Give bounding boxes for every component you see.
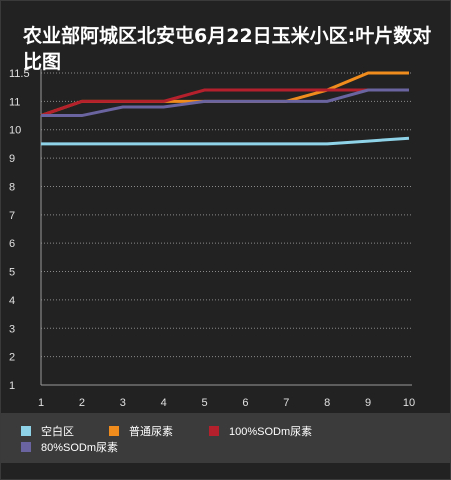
legend-label: 100%SODm尿素 bbox=[229, 426, 313, 438]
plot-area: 1 2 3 4 5 6 7 8 9 10 11 11.5 1 2 3 4 5 6 7 8 9 10 bbox=[9, 68, 415, 409]
y-tick-label: 5 bbox=[9, 267, 15, 279]
y-tick-label: 6 bbox=[9, 238, 15, 250]
y-tick-label: 9 bbox=[9, 153, 15, 165]
x-tick-label: 6 bbox=[242, 397, 248, 409]
legend-swatch bbox=[21, 426, 31, 436]
legend-label: 空白区 bbox=[41, 426, 74, 438]
y-tick-label: 10 bbox=[9, 125, 21, 137]
y-tick-label: 7 bbox=[9, 210, 15, 222]
legend-swatch bbox=[109, 426, 119, 436]
x-tick-label: 9 bbox=[365, 397, 371, 409]
legend-label: 80%SODm尿素 bbox=[41, 442, 119, 454]
legend-item-3: 100%SODm尿素 bbox=[209, 423, 312, 439]
x-tick-label: 1 bbox=[38, 397, 44, 409]
legend-swatch bbox=[21, 442, 31, 452]
y-tick-label: 8 bbox=[9, 181, 15, 193]
x-tick-label: 7 bbox=[283, 397, 289, 409]
chart-title: 农业部阿城区北安屯6月22日玉米小区:叶片数对比图 bbox=[23, 25, 432, 73]
series-line-1 bbox=[41, 136, 410, 146]
legend: 空白区 普通尿素 100%SODm尿素 80%SODm尿素 bbox=[1, 413, 450, 463]
y-tick-label: 3 bbox=[9, 323, 15, 335]
legend-label: 普通尿素 bbox=[129, 426, 173, 438]
x-tick-label: 4 bbox=[161, 397, 167, 409]
x-tick-label: 5 bbox=[201, 397, 207, 409]
x-tick-label: 8 bbox=[324, 397, 330, 409]
x-tick-label: 2 bbox=[79, 397, 85, 409]
y-tick-label: 11.5 bbox=[9, 68, 30, 80]
x-tick-label: 3 bbox=[120, 397, 126, 409]
legend-item-2: 普通尿素 bbox=[109, 423, 173, 439]
y-tick-label: 4 bbox=[9, 295, 15, 307]
series-line-4 bbox=[41, 88, 409, 118]
y-tick-label: 2 bbox=[9, 352, 15, 364]
legend-item-4: 80%SODm尿素 bbox=[21, 439, 118, 455]
y-tick-label: 11 bbox=[9, 96, 20, 108]
legend-item-1: 空白区 bbox=[21, 423, 74, 439]
series-line-3 bbox=[40, 88, 409, 117]
y-tick-label: 1 bbox=[9, 380, 15, 392]
legend-swatch bbox=[209, 426, 219, 436]
x-tick-label: 10 bbox=[403, 397, 415, 409]
